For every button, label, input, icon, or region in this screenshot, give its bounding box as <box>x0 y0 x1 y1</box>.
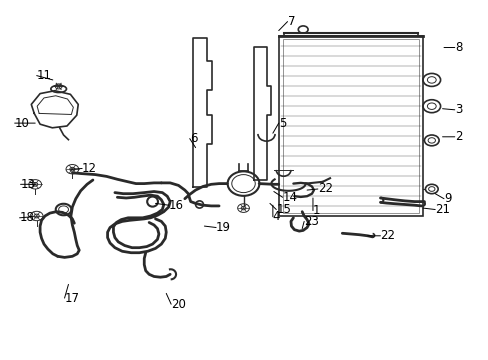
Text: 13: 13 <box>20 178 35 191</box>
Text: 22: 22 <box>380 229 395 242</box>
Text: 6: 6 <box>189 132 197 145</box>
Text: 2: 2 <box>454 130 461 143</box>
Text: 22: 22 <box>317 183 332 195</box>
Text: 23: 23 <box>304 215 318 228</box>
Text: 4: 4 <box>272 210 280 223</box>
Text: 20: 20 <box>171 298 185 311</box>
Text: 18: 18 <box>20 211 34 224</box>
Text: 11: 11 <box>37 69 52 82</box>
Text: 3: 3 <box>454 103 461 116</box>
Bar <box>282 39 418 213</box>
Text: 8: 8 <box>454 41 461 54</box>
Text: 16: 16 <box>168 199 183 212</box>
Text: 17: 17 <box>64 292 80 305</box>
Text: 21: 21 <box>434 203 449 216</box>
Text: 5: 5 <box>278 117 285 130</box>
Text: 7: 7 <box>287 15 294 28</box>
Text: 15: 15 <box>276 203 290 216</box>
Bar <box>278 36 422 216</box>
Text: 10: 10 <box>15 117 29 130</box>
Text: 9: 9 <box>443 192 450 205</box>
Text: 19: 19 <box>216 221 231 234</box>
Text: 1: 1 <box>312 204 320 217</box>
Text: 12: 12 <box>82 162 97 175</box>
Text: 14: 14 <box>282 191 297 204</box>
